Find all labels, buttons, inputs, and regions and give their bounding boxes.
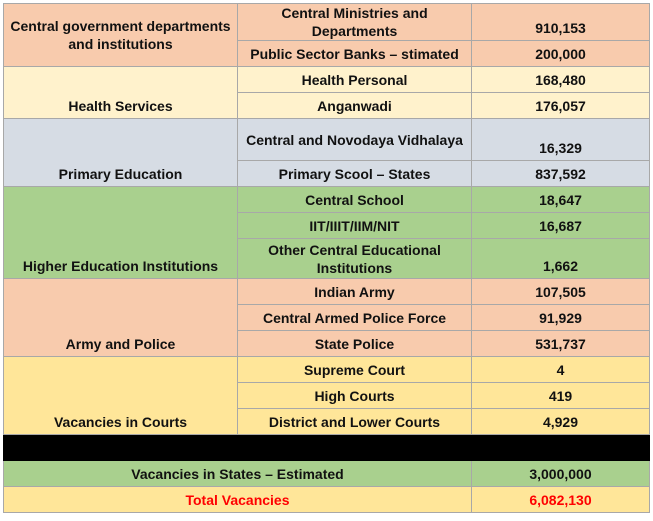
value-cell: 91,929	[471, 304, 650, 331]
value-cell: 200,000	[471, 40, 650, 67]
subcategory-cell: High Courts	[237, 382, 472, 409]
category-cell: Central government departments and insti…	[3, 3, 238, 67]
subcategory-cell: Anganwadi	[237, 92, 472, 119]
table-row: Higher Education Institutions Central Sc…	[3, 186, 650, 279]
table-row: Primary Education Central and Novodaya V…	[3, 118, 650, 187]
subcategory-cell: Indian Army	[237, 278, 472, 305]
subcategory-cell: Supreme Court	[237, 356, 472, 383]
subcategory-cell: Public Sector Banks – stimated	[237, 40, 472, 67]
value-cell: 419	[471, 382, 650, 409]
subcategory-cell: Central School	[237, 186, 472, 213]
value-cell: 837,592	[471, 160, 650, 187]
value-cell: 1,662	[471, 238, 650, 279]
states-value: 3,000,000	[471, 460, 650, 487]
value-cell: 16,329	[471, 118, 650, 161]
value-cell: 4	[471, 356, 650, 383]
value-cell: 531,737	[471, 330, 650, 357]
subcategory-cell: Central Ministries and Departments	[237, 3, 472, 41]
subcategory-cell: State Police	[237, 330, 472, 357]
subcategory-cell: Central Armed Police Force	[237, 304, 472, 331]
vacancies-table: Central government departments and insti…	[3, 3, 650, 513]
value-cell: 910,153	[471, 3, 650, 41]
value-cell: 176,057	[471, 92, 650, 119]
states-label: Vacancies in States – Estimated	[3, 460, 472, 487]
table-row: Central government departments and insti…	[3, 3, 650, 67]
subcategory-cell: Other Central Educational Institutions	[237, 238, 472, 279]
table-row: Anganwadi 176,057	[3, 92, 650, 119]
total-label: Total Vacancies	[3, 486, 472, 513]
subcategory-cell: Health Personal	[237, 66, 472, 93]
table-row: Vacancies in Courts Supreme Court 4	[3, 356, 650, 435]
states-row: Vacancies in States – Estimated 3,000,00…	[3, 460, 650, 487]
value-cell: 168,480	[471, 66, 650, 93]
subcategory-cell: Primary Scool – States	[237, 160, 472, 187]
category-cell: Health Services	[3, 66, 238, 119]
value-cell: 107,505	[471, 278, 650, 305]
table-row: Health Services Health Personal 168,480	[3, 66, 650, 119]
subcategory-cell: Central and Novodaya Vidhalaya	[237, 118, 472, 161]
subcategory-cell: IIT/IIIT/IIM/NIT	[237, 212, 472, 239]
subcategory-cell: District and Lower Courts	[237, 408, 472, 435]
category-cell: Army and Police	[3, 278, 238, 357]
category-cell: Vacancies in Courts	[3, 356, 238, 435]
value-cell: 16,687	[471, 212, 650, 239]
total-row: Total Vacancies 6,082,130	[3, 486, 650, 513]
category-cell: Higher Education Institutions	[3, 186, 238, 279]
total-value: 6,082,130	[471, 486, 650, 513]
separator-row	[3, 434, 650, 461]
black-separator	[3, 434, 650, 461]
category-cell: Primary Education	[3, 118, 238, 187]
value-cell: 4,929	[471, 408, 650, 435]
table-row: Army and Police Indian Army 107,505	[3, 278, 650, 357]
value-cell: 18,647	[471, 186, 650, 213]
table-row: Public Sector Banks – stimated 200,000	[3, 40, 650, 67]
